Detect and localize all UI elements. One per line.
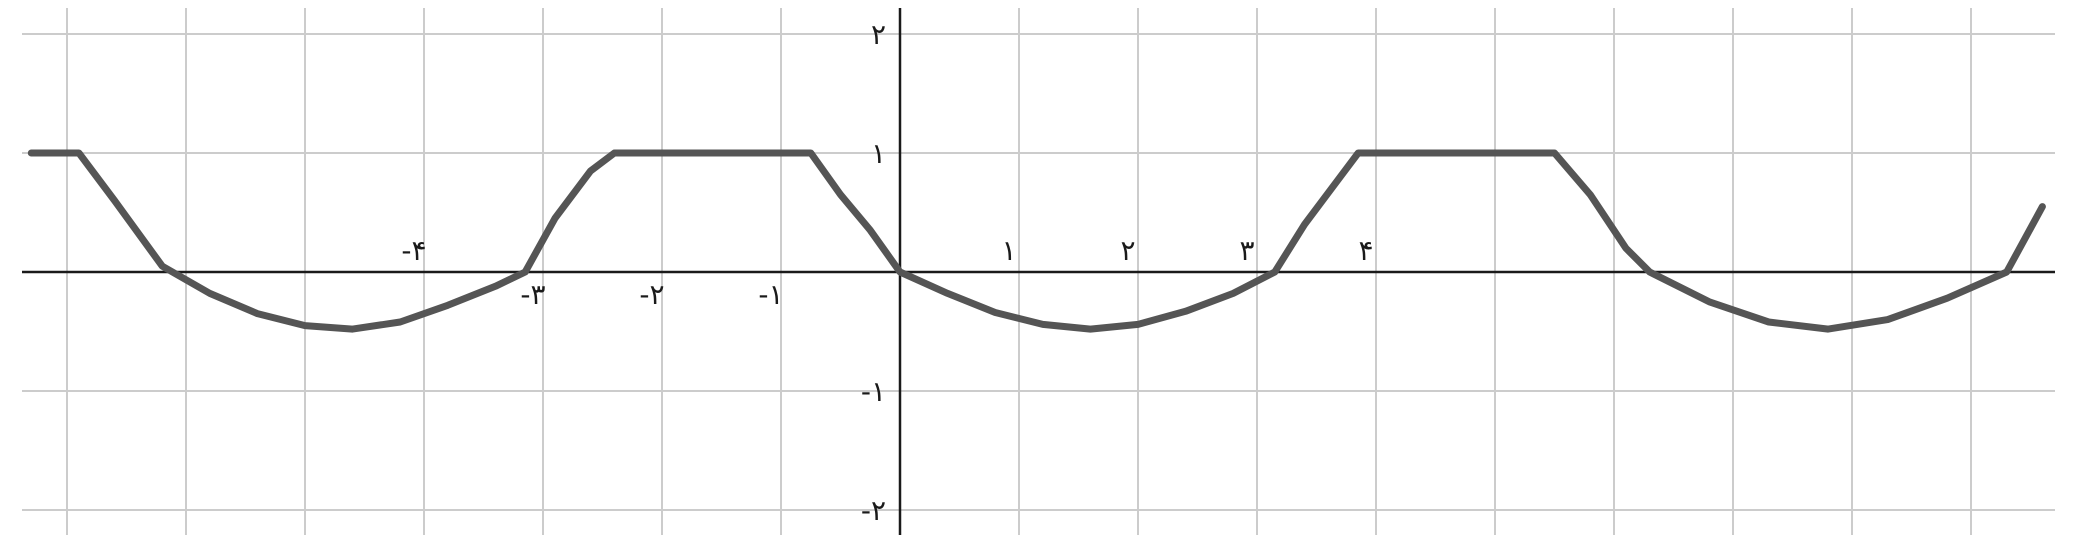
x-tick-label: -۳ bbox=[520, 278, 545, 311]
tick-labels: -۴ -۳ -۲ -۱ ۱ ۲ ۳ ۴ ۲ ۱ -۱ -۲ bbox=[401, 18, 1373, 527]
y-tick-label: -۱ bbox=[861, 375, 886, 408]
x-tick-label: ۱ bbox=[1001, 234, 1016, 267]
series bbox=[27, 149, 2046, 333]
x-tick-label: ۲ bbox=[1120, 234, 1135, 267]
axes bbox=[22, 8, 2055, 535]
y-tick-label: ۲ bbox=[871, 18, 886, 51]
x-tick-label: -۲ bbox=[639, 278, 664, 311]
y-tick-label: -۲ bbox=[861, 494, 886, 527]
function-curve bbox=[27, 149, 2046, 333]
x-tick-label: ۴ bbox=[1358, 234, 1373, 267]
x-tick-label: -۱ bbox=[758, 278, 783, 311]
y-tick-label: ۱ bbox=[871, 137, 886, 170]
x-tick-label: -۴ bbox=[401, 234, 426, 267]
x-tick-label: ۳ bbox=[1239, 234, 1254, 267]
